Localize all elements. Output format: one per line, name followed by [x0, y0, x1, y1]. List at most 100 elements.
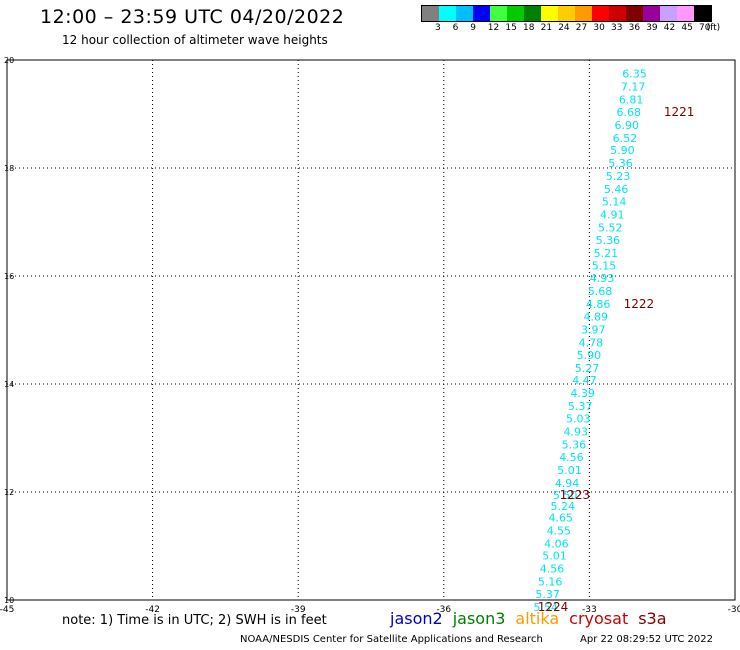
y-tick-label: 10 [4, 596, 14, 605]
wave-height-label: 5.14 [602, 195, 627, 208]
y-tick-label: 12 [4, 488, 14, 497]
wave-height-label: 5.36 [562, 438, 587, 451]
wave-height-label: 6.35 [622, 68, 647, 81]
color-scale-label: 21 [540, 23, 553, 33]
mission-label-jason2: jason2 [390, 609, 443, 628]
wave-height-label: 5.54 [533, 601, 558, 614]
wave-height-label: 4.65 [549, 511, 574, 524]
wave-height-label: 4.56 [559, 451, 584, 464]
wave-height-label: 4.78 [579, 336, 604, 349]
time-label: 1221 [664, 105, 695, 119]
wave-height-label: 5.23 [606, 170, 631, 183]
color-swatch [507, 6, 524, 21]
wave-height-label: 4.91 [600, 208, 625, 221]
wave-height-label: 5.50 [553, 489, 578, 502]
color-swatch [422, 6, 439, 21]
wave-height-label: 5.15 [592, 260, 617, 273]
wave-height-label: 5.37 [535, 588, 560, 601]
color-scale-label: 24 [558, 23, 570, 33]
time-label: 1222 [624, 297, 655, 311]
wave-height-label: 5.24 [550, 500, 575, 513]
color-swatch [473, 6, 490, 21]
color-swatch [456, 6, 473, 21]
wave-height-label: 4.86 [586, 298, 611, 311]
color-scale-label: 42 [663, 23, 676, 33]
color-swatch [643, 6, 660, 21]
color-scale-label: 3 [435, 23, 441, 33]
footer-note: note: 1) Time is in UTC; 2) SWH is in fe… [62, 613, 327, 628]
wave-height-label: 5.27 [575, 362, 600, 375]
color-scale-labels: 3 6 9 12 15 18 21 24 27 30 33 36 39 42 45 70 (ft) [421, 23, 740, 35]
wave-height-label: 7.17 [621, 80, 646, 93]
color-scale-bar [421, 5, 712, 22]
wave-height-label: 3.97 [581, 323, 606, 336]
wave-height-label: 6.68 [616, 106, 641, 119]
mission-label-cryosat: cryosat [569, 609, 629, 628]
x-tick-label: -30 [728, 605, 740, 615]
chart-title: 12:00 – 23:59 UTC 04/20/2022 [40, 6, 345, 28]
x-tick-label: -45 [0, 605, 14, 615]
y-tick-label: 14 [4, 380, 14, 389]
plot-frame [6, 59, 736, 601]
wave-height-label: 4.06 [544, 537, 569, 550]
wave-height-label: 5.90 [610, 144, 635, 157]
color-swatch [541, 6, 558, 21]
color-swatch [490, 6, 507, 21]
color-swatch [660, 6, 677, 21]
color-scale-label: 39 [646, 23, 658, 33]
color-scale-label: 6 [452, 23, 459, 33]
wave-height-label: 5.01 [542, 550, 567, 563]
mission-label-altika: altika [515, 609, 560, 628]
wave-height-label: 5.36 [608, 157, 633, 170]
color-swatch [609, 6, 626, 21]
wave-height-label: 5.90 [577, 349, 602, 362]
color-swatch [524, 6, 541, 21]
wave-height-label: 5.52 [598, 221, 623, 234]
wave-height-label: 5.16 [538, 576, 563, 589]
mission-legend: jason2 jason3 altika cryosat s3a [390, 609, 677, 628]
wave-height-label: 6.52 [613, 132, 638, 145]
wave-height-label: 4.55 [547, 524, 572, 537]
color-scale-label: 33 [611, 23, 623, 33]
wave-height-label: 4.93 [564, 426, 589, 439]
wave-height-label: 5.37 [568, 400, 593, 413]
color-scale-label: 12 [487, 23, 500, 33]
color-swatch [626, 6, 643, 21]
x-tick-label: -39 [291, 605, 306, 615]
x-tick-label: -36 [436, 605, 451, 615]
wave-height-label: 5.46 [604, 183, 629, 196]
color-scale-label: 15 [505, 23, 517, 33]
color-scale-label: 9 [470, 23, 476, 33]
color-swatch [575, 6, 592, 21]
wave-height-label: 5.03 [566, 413, 591, 426]
wave-height-label: 4.94 [555, 477, 580, 490]
color-scale-label: (ft) [706, 23, 721, 33]
mission-label-jason3: jason3 [452, 609, 506, 628]
color-scale-label: 45 [681, 23, 693, 33]
footer-timestamp: Apr 22 08:29:52 UTC 2022 [580, 634, 713, 645]
color-swatch [558, 6, 575, 21]
y-tick-label: 20 [4, 56, 14, 65]
wave-height-label: 4.47 [572, 374, 597, 387]
color-scale-label: 30 [593, 23, 605, 33]
wave-height-label: 4.39 [570, 387, 595, 400]
wave-height-label: 4.89 [583, 311, 608, 324]
y-tick-label: 16 [4, 272, 14, 281]
wave-height-label: 4.93 [590, 272, 615, 285]
wave-height-label: 5.68 [588, 285, 613, 298]
y-tick-label: 18 [4, 164, 14, 173]
time-label: 1223 [560, 488, 591, 502]
color-swatch [694, 6, 711, 21]
plot-grid [7, 60, 735, 600]
wave-height-label: 6.81 [619, 93, 644, 106]
plot-marks: 6.357.176.816.686.906.525.905.365.235.46… [533, 68, 694, 615]
color-swatch [439, 6, 456, 21]
color-swatch [592, 6, 609, 21]
color-scale-label: 36 [628, 23, 641, 33]
color-swatch [677, 6, 694, 21]
plot-axes: -45 -42 -39 -36 -33 -30 10 12 14 16 18 20 [0, 56, 740, 615]
mission-label-s3a: s3a [638, 609, 667, 628]
x-tick-label: -42 [145, 605, 160, 615]
wave-height-label: 6.90 [615, 119, 640, 132]
